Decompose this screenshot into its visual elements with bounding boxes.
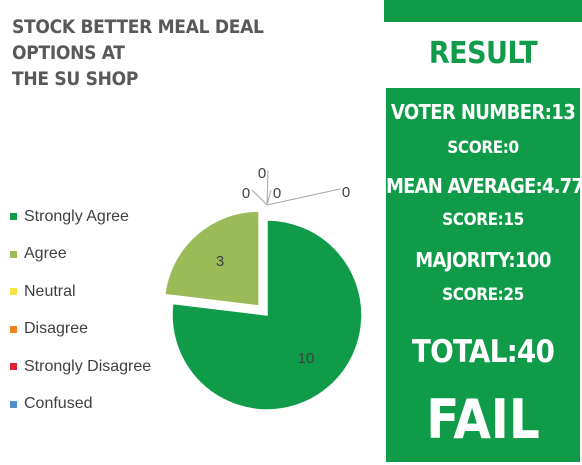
data-label-strongly-agree: 10 — [298, 350, 315, 367]
result-panel: RESULT VOTER NUMBER:13 SCORE:0 MEAN AVER… — [384, 0, 582, 465]
legend-label-confused: Confused — [24, 395, 93, 413]
voter-number: VOTER NUMBER:13 — [390, 100, 576, 124]
data-label-confused: 0 — [342, 184, 350, 201]
legend-swatch-strongly-agree — [10, 213, 17, 221]
chart-title-line-2: THE SU SHOP — [12, 68, 139, 90]
mean-score: SCORE:15 — [442, 210, 524, 230]
legend-swatch-confused — [10, 400, 17, 408]
data-label-strongly-disagree: 0 — [273, 185, 281, 202]
legend-item-neutral: Neutral — [10, 273, 151, 311]
result-title: RESULT — [428, 36, 538, 71]
leader-line-disagree — [251, 189, 268, 206]
legend-item-agree: Agree — [10, 236, 151, 274]
chart-title-line-1: STOCK BETTER MEAL DEAL OPTIONS AT — [12, 16, 264, 64]
legend-item-strongly-disagree: Strongly Disagree — [10, 348, 151, 386]
data-label-agree: 3 — [216, 253, 224, 270]
pie-slice-strongly-agree — [171, 219, 363, 411]
legend-label-strongly-disagree: Strongly Disagree — [24, 357, 152, 375]
legend-item-strongly-agree: Strongly Agree — [10, 198, 151, 236]
legend-label-disagree: Disagree — [24, 320, 89, 338]
legend-label-strongly-agree: Strongly Agree — [24, 207, 129, 225]
result-panel-header-bar — [384, 0, 582, 22]
leader-line-neutral — [266, 169, 269, 206]
chart-title: STOCK BETTER MEAL DEAL OPTIONS AT THE SU… — [12, 14, 342, 92]
legend-label-neutral: Neutral — [24, 282, 76, 300]
majority-score: SCORE:25 — [442, 285, 524, 305]
legend-swatch-agree — [10, 250, 17, 258]
leader-line-confused — [266, 188, 341, 206]
pie-slice-agree — [163, 210, 260, 307]
legend-item-disagree: Disagree — [10, 311, 151, 349]
total-score: TOTAL:40 — [411, 334, 555, 370]
data-label-disagree: 0 — [242, 185, 250, 202]
legend-swatch-disagree — [10, 325, 17, 333]
legend-swatch-strongly-disagree — [10, 363, 17, 371]
legend-label-agree: Agree — [24, 245, 67, 263]
legend-swatch-neutral — [10, 288, 17, 296]
legend-item-confused: Confused — [10, 386, 151, 424]
mean-average: MEAN AVERAGE:4.77 — [386, 174, 582, 198]
leader-line-strongly-disagree — [266, 189, 272, 206]
majority: MAJORITY:100 — [415, 248, 551, 272]
voter-score: SCORE:0 — [447, 138, 519, 158]
chart-legend: Strongly Agree Agree Neutral Disagree Strong… — [10, 198, 151, 423]
data-label-neutral: 0 — [258, 165, 266, 182]
result-panel-body: VOTER NUMBER:13 SCORE:0 MEAN AVERAGE:4.7… — [386, 88, 582, 462]
verdict: FAIL — [426, 388, 540, 451]
